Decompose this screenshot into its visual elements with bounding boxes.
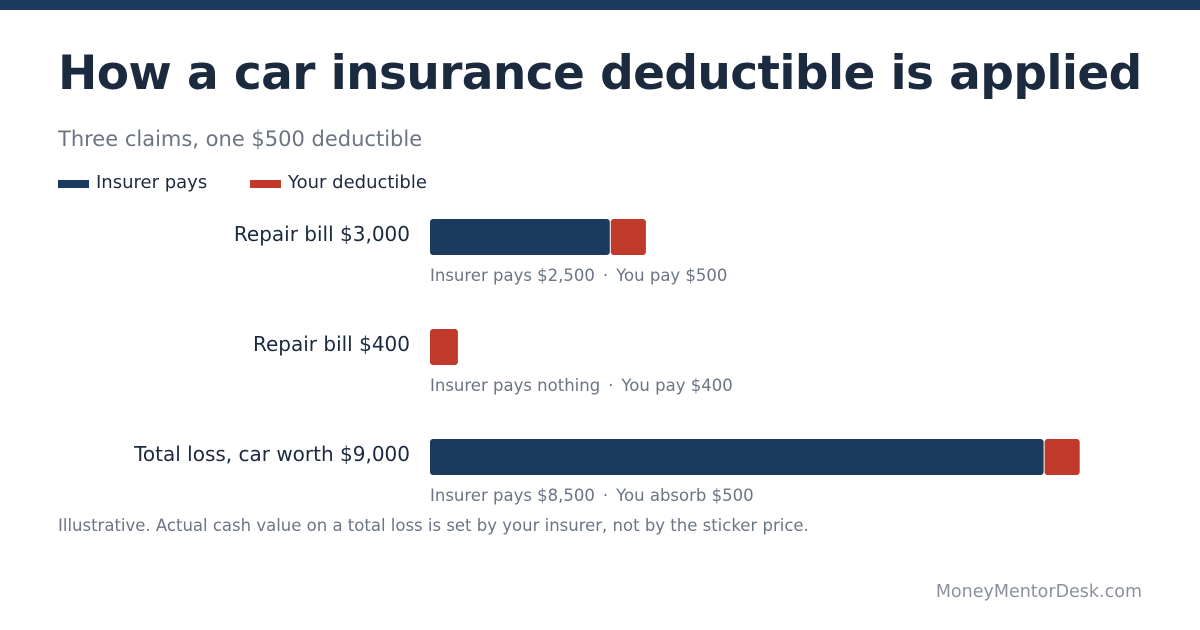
chart-subtitle: Three claims, one $500 deductible <box>58 127 423 151</box>
caption-insurer-claim-1: Insurer pays $2,500 <box>430 266 595 285</box>
bar-deductible-claim-2 <box>430 329 458 365</box>
legend-swatch-deductible <box>250 180 281 188</box>
brand-name: MoneyMentorDesk.com <box>935 582 1142 602</box>
row-caption-claim-3: Insurer pays $8,500 · You absorb $500 <box>430 486 754 505</box>
legend-label-deductible: Your deductible <box>288 172 427 193</box>
row-label-claim-2: Repair bill $400 <box>252 332 410 356</box>
caption-you-claim-3: You absorb $500 <box>616 486 754 505</box>
bar-deductible-claim-1 <box>610 219 646 255</box>
bar-insurer-claim-3 <box>430 439 1044 475</box>
bar-deductible-claim-3 <box>1044 439 1080 475</box>
chart-title: How a car insurance deductible is applie… <box>58 46 1142 101</box>
caption-you-claim-1: You pay $500 <box>616 266 728 285</box>
row-label-claim-1: Repair bill $3,000 <box>233 222 410 246</box>
caption-separator: · <box>608 376 614 395</box>
top-accent-strip <box>0 0 1200 10</box>
legend-swatch-insurer <box>58 180 89 188</box>
caption-insurer-claim-3: Insurer pays $8,500 <box>430 486 595 505</box>
row-caption-claim-1: Insurer pays $2,500 · You pay $500 <box>430 266 727 285</box>
footnote: Illustrative. Actual cash value on a tot… <box>58 516 809 535</box>
caption-insurer-claim-2: Insurer pays nothing <box>430 376 601 395</box>
caption-separator: · <box>602 266 609 285</box>
caption-separator: · <box>602 486 609 505</box>
row-caption-claim-2: Insurer pays nothing · You pay $400 <box>430 376 733 395</box>
legend-label-insurer: Insurer pays <box>96 172 208 193</box>
bar-insurer-claim-1 <box>430 219 610 255</box>
caption-you-claim-2: You pay $400 <box>621 376 733 395</box>
row-label-claim-3: Total loss, car worth $9,000 <box>134 442 410 466</box>
